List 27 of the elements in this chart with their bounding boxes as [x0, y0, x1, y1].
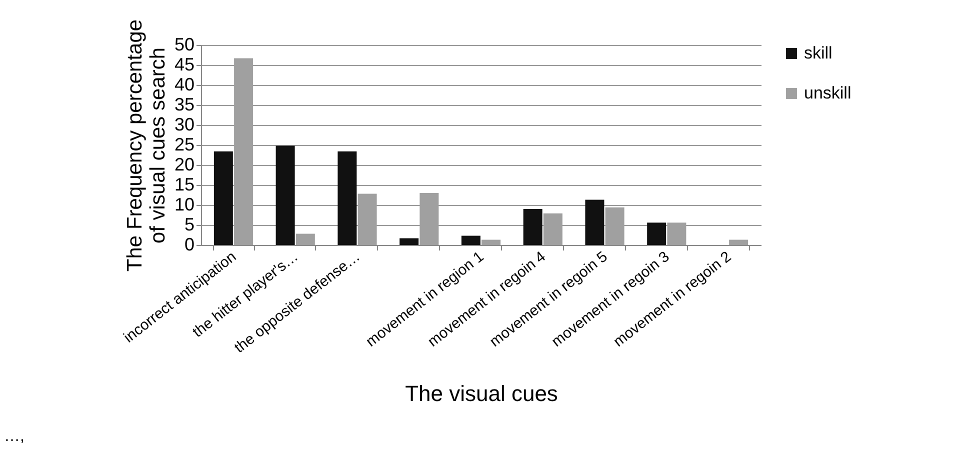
y-tick-label: 20 [174, 154, 194, 174]
bar [729, 240, 748, 245]
bar [585, 200, 604, 245]
text: …, [4, 428, 24, 446]
y-tick-label: 30 [174, 114, 194, 134]
y-tick-label: 15 [174, 174, 194, 194]
y-tick-label: 5 [184, 214, 194, 234]
bar [482, 240, 501, 245]
bar [647, 222, 666, 245]
bar [400, 238, 419, 245]
y-tick-label: 45 [174, 54, 194, 74]
bar [338, 151, 357, 245]
bar [276, 146, 295, 245]
bar [523, 209, 542, 245]
y-tick-label: 0 [184, 234, 194, 254]
y-axis-title: The Frequency percentage of visual cues search [123, 19, 170, 272]
x-axis-title: The visual cues [405, 380, 558, 406]
y-tick-label: 40 [174, 74, 194, 94]
y-tick-label: 25 [174, 134, 194, 154]
y-tick-label: 50 [174, 34, 194, 54]
bar [214, 151, 233, 245]
bar [461, 236, 480, 245]
legend-label: unskill [804, 84, 852, 102]
legend-label: skill [804, 44, 832, 62]
y-tick-label: 10 [174, 194, 194, 214]
y-tick-label: 35 [174, 94, 194, 114]
bar [296, 234, 315, 245]
